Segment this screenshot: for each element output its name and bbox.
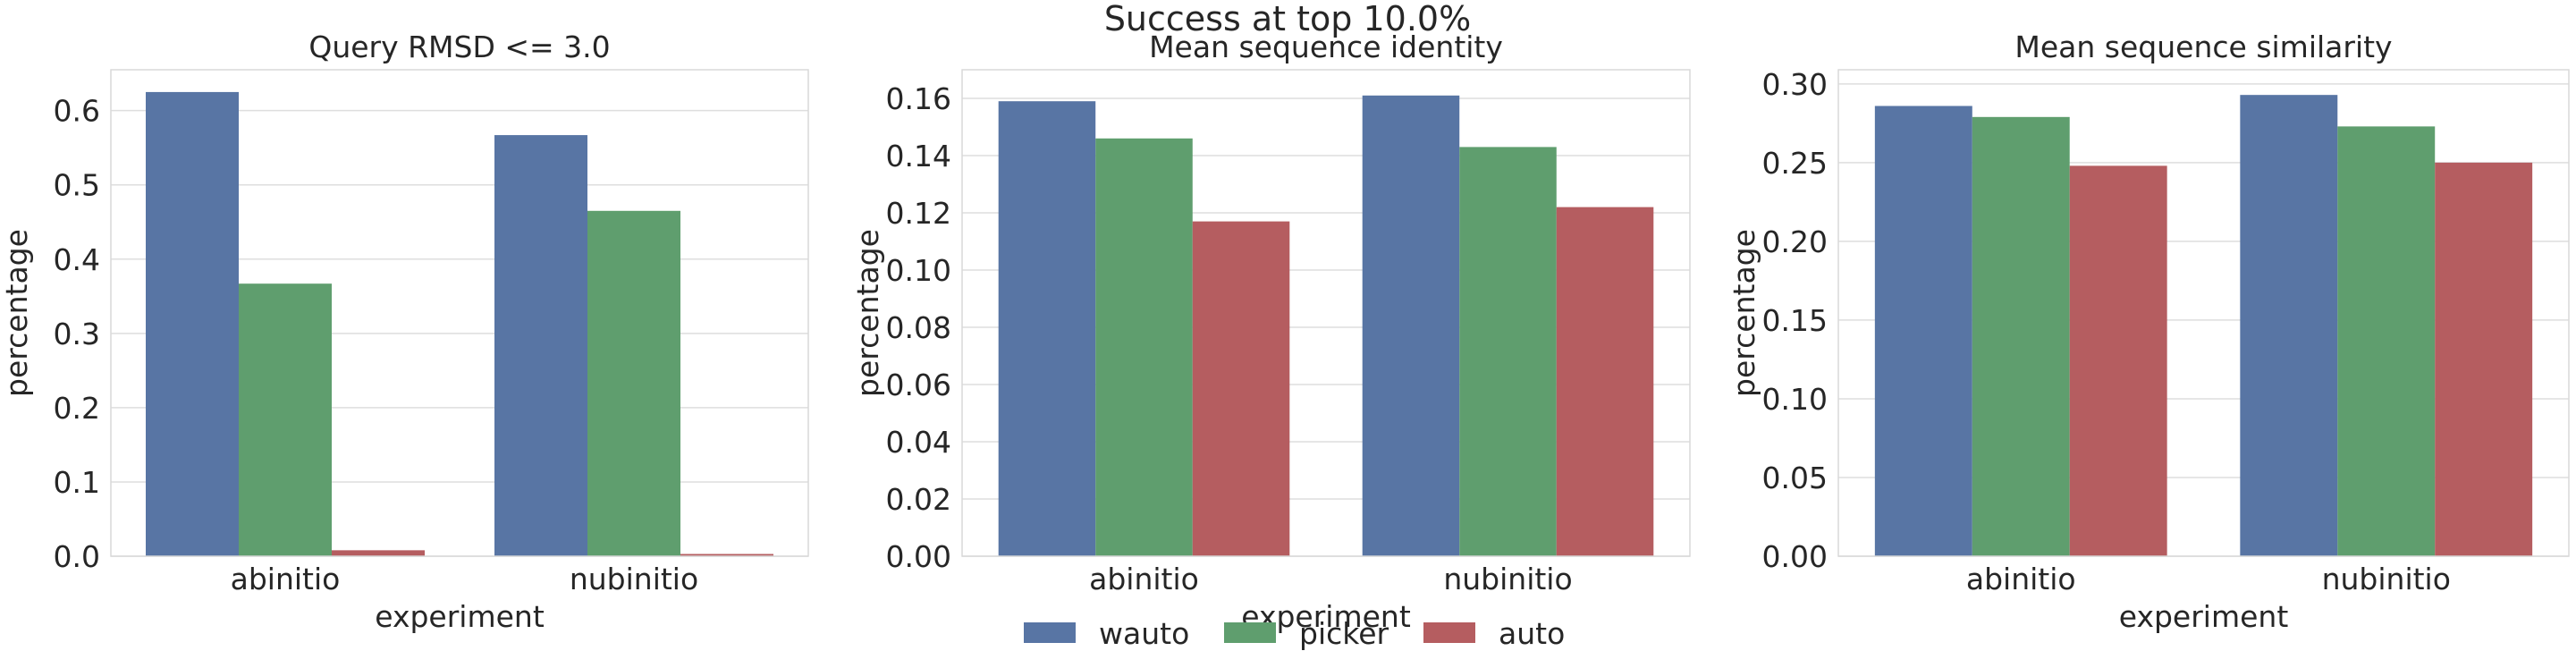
y-tick-label: 0.08: [886, 310, 951, 345]
axes-frame: [110, 69, 809, 557]
x-tick-label: abinitio: [1089, 562, 1199, 596]
y-tick-label: 0.5: [54, 168, 100, 203]
y-tick-label: 0.6: [54, 94, 100, 129]
bar-auto-abinitio: [2069, 165, 2167, 556]
legend-entry-picker: picker: [1224, 616, 1389, 651]
bar-picker-abinitio: [1095, 138, 1193, 557]
bar-auto-abinitio: [332, 550, 425, 556]
figure-title: Success at top 10.0%: [1104, 0, 1471, 38]
y-axis-label: percentage: [0, 229, 34, 397]
x-tick-label: abinitio: [1966, 562, 2076, 596]
y-tick-label: 0.02: [886, 482, 951, 517]
bar-wauto-nubinitio: [494, 135, 587, 556]
legend-label: picker: [1299, 616, 1389, 651]
y-tick-label: 0.15: [1762, 303, 1828, 338]
legend-entry-wauto: wauto: [1024, 616, 1189, 651]
bar-picker-abinitio: [239, 283, 332, 556]
bar-wauto-nubinitio: [1362, 95, 1460, 557]
legend-swatch: [1423, 622, 1475, 643]
legend-swatch: [1024, 622, 1076, 643]
y-tick-label: 0.10: [886, 253, 951, 288]
x-axis-label: experiment: [375, 599, 545, 634]
legend: wauto picker auto: [1024, 616, 1565, 651]
bar-picker-nubinitio: [1459, 147, 1557, 556]
bar-picker-nubinitio: [2337, 126, 2436, 556]
bar-auto-nubinitio: [680, 554, 773, 556]
y-tick-label: 0.30: [1762, 67, 1828, 102]
bar-picker-nubinitio: [587, 210, 680, 557]
y-tick-label: 0.2: [54, 391, 100, 426]
bar-auto-abinitio: [1192, 221, 1290, 556]
y-tick-label: 0.25: [1762, 146, 1828, 181]
y-tick-label: 0.20: [1762, 224, 1828, 259]
x-tick-label: nubinitio: [570, 562, 698, 596]
chart-panel-2: 0.00 0.02 0.04 0.06 0.08 0.10 0.12 0.14 0.16 abin…: [850, 30, 1691, 634]
bar-wauto-abinitio: [998, 101, 1096, 556]
axes-frame: [961, 69, 1691, 557]
y-tick-label: 0.00: [1762, 539, 1828, 574]
x-tick-label: nubinitio: [1443, 562, 1572, 596]
bar-wauto-abinitio: [146, 91, 239, 557]
chart-panel-3: 0.00 0.05 0.10 0.15 0.20 0.25 0.30 abinitio nubi…: [1727, 30, 2570, 634]
x-tick-label: nubinitio: [2322, 562, 2451, 596]
axes-frame: [1837, 69, 2570, 557]
bar-auto-nubinitio: [1556, 207, 1654, 556]
y-tick-label: 0.1: [54, 465, 100, 500]
bar-wauto-nubinitio: [2240, 95, 2338, 557]
bar-picker-abinitio: [1972, 116, 2070, 556]
panel-title: Query RMSD <= 3.0: [308, 30, 610, 64]
y-axis-label: percentage: [1727, 229, 1761, 397]
y-tick-label: 0.3: [54, 317, 100, 351]
bar-auto-nubinitio: [2435, 162, 2533, 556]
y-axis-label: percentage: [850, 229, 885, 397]
panel-title: Mean sequence identity: [1149, 30, 1503, 64]
y-tick-label: 0.10: [1762, 382, 1828, 417]
y-tick-label: 0.05: [1762, 461, 1828, 495]
panel-title: Mean sequence similarity: [2014, 30, 2392, 64]
y-tick-label: 0.16: [886, 81, 951, 116]
legend-label: wauto: [1099, 616, 1189, 651]
legend-entry-auto: auto: [1423, 616, 1565, 651]
chart-panel-1: 0.0 0.1 0.2 0.3 0.4 0.5 0.6 abinitio nubinitio Qu…: [0, 30, 809, 634]
y-tick-label: 0.0: [54, 539, 100, 574]
x-tick-label: abinitio: [231, 562, 341, 596]
x-axis-label: experiment: [2119, 599, 2289, 634]
y-tick-label: 0.06: [886, 368, 951, 402]
panels: 0.0 0.1 0.2 0.3 0.4 0.5 0.6 abinitio nubinitio Qu…: [0, 30, 2570, 634]
bar-wauto-abinitio: [1874, 106, 1972, 556]
y-tick-label: 0.00: [886, 539, 951, 574]
legend-label: auto: [1499, 616, 1565, 651]
y-tick-label: 0.14: [886, 139, 951, 173]
legend-swatch: [1224, 622, 1276, 643]
y-tick-label: 0.4: [54, 242, 100, 277]
y-tick-label: 0.04: [886, 425, 951, 460]
y-tick-label: 0.12: [886, 196, 951, 231]
